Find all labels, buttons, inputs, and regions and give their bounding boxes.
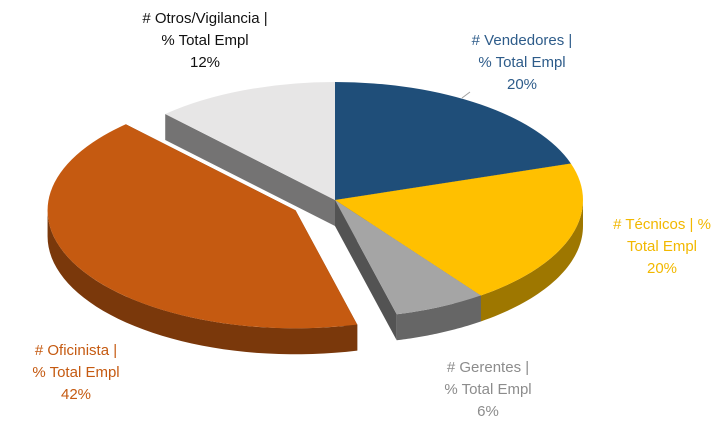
label-value: 20%: [506, 76, 538, 93]
label-category: # Otros/Vigilancia | % Total Empl: [142, 10, 268, 49]
label-category: # Vendedores | % Total Empl: [471, 32, 573, 71]
data-label: # Vendedores | % Total Empl 20%: [422, 30, 622, 96]
slice: [165, 82, 335, 200]
data-label: # Técnicos | % Total Empl 20%: [562, 214, 716, 280]
slice: [47, 124, 358, 329]
label-value: 20%: [646, 260, 678, 277]
data-label: # Otros/Vigilancia | % Total Empl 12%: [105, 8, 305, 74]
label-category: # Técnicos | % Total Empl: [613, 216, 711, 255]
label-value: 12%: [189, 54, 221, 71]
label-category: # Oficinista | % Total Empl: [32, 342, 120, 381]
slice-radial-wall: [165, 113, 335, 226]
data-label: # Oficinista | % Total Empl 42%: [0, 340, 176, 406]
data-label: # Gerentes | % Total Empl 6%: [388, 357, 588, 423]
label-category: # Gerentes | % Total Empl: [444, 359, 532, 398]
slice-outer-wall: [480, 200, 583, 322]
leader-line: [461, 91, 471, 99]
label-value: 6%: [477, 403, 499, 420]
slice: [335, 82, 571, 200]
slice: [335, 200, 481, 315]
slice: [335, 163, 583, 296]
slice-outer-wall: [396, 295, 481, 341]
label-value: 42%: [60, 386, 92, 403]
slice-outer-wall: [47, 210, 358, 355]
slice-radial-wall: [335, 200, 397, 341]
